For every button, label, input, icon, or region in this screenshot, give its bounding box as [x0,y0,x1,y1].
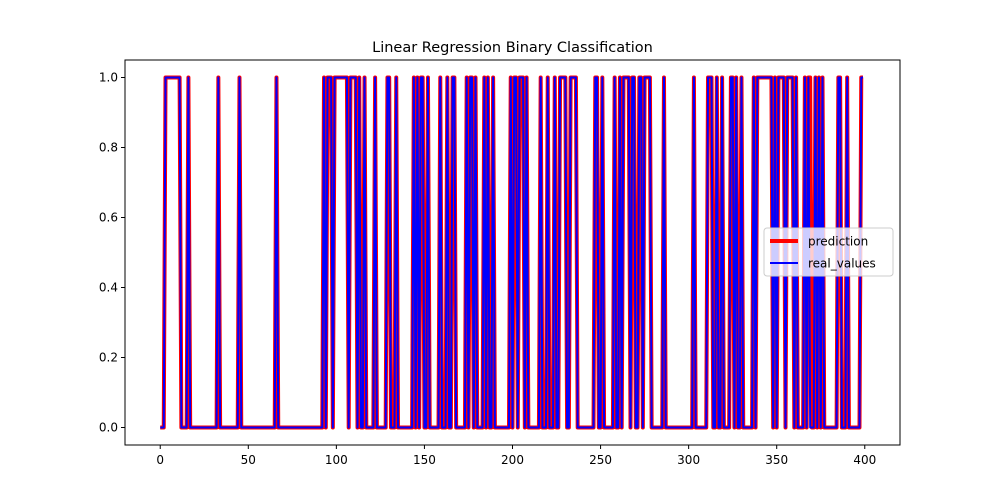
series-group [159,75,864,430]
x-tick-label: 400 [853,453,876,467]
y-tick-label: 0.8 [99,141,118,155]
x-tick-label: 250 [589,453,612,467]
x-tick-label: 100 [325,453,348,467]
x-tick-label: 50 [241,453,256,467]
x-tick-label: 300 [677,453,700,467]
x-tick-label: 200 [501,453,524,467]
legend-label-real-values: real_values [808,257,876,271]
x-tick-label: 350 [765,453,788,467]
y-tick-label: 0.4 [99,281,118,295]
legend: prediction real_values [763,227,894,277]
y-tick-label: 0.0 [99,421,118,435]
x-tick-label: 150 [413,453,436,467]
plot-area [159,75,864,430]
y-tick-label: 1.0 [99,71,118,85]
chart-title: Linear Regression Binary Classification [372,40,653,56]
y-tick-label: 0.6 [99,211,118,225]
axes: 0 50 100 150 200 250 300 350 400 0.0 0.2 0.4 0.6 0.8 1… [99,59,901,467]
x-tick-label: 0 [156,453,164,467]
legend-label-prediction: prediction [808,235,868,249]
y-tick-label: 0.2 [99,351,118,365]
series-line-real-values [160,76,864,429]
